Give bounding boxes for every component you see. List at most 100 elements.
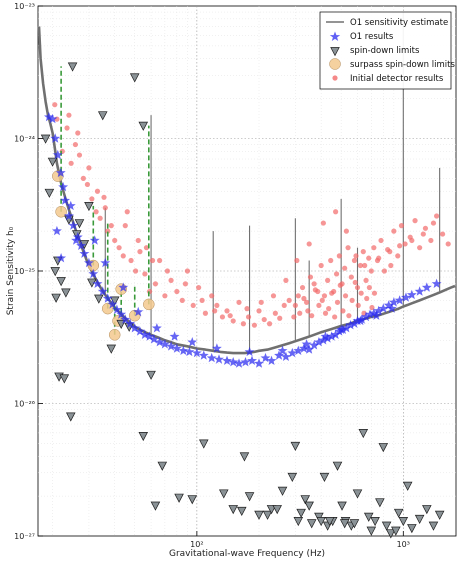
initial-detector-point [363, 277, 369, 283]
spin-down-point [386, 529, 396, 539]
o1-result-point [184, 346, 195, 357]
spin-down-point [65, 412, 76, 422]
o1-result-point [361, 311, 371, 322]
spin-down-point [72, 230, 82, 240]
initial-detector-point [89, 196, 95, 202]
surpass-point [55, 206, 67, 218]
spin-down-point [272, 505, 282, 515]
o1-result-point [386, 303, 397, 313]
initial-detector-point [236, 299, 242, 305]
initial-detector-point [299, 284, 306, 291]
o1-result-point [71, 235, 81, 245]
spin-down-point [296, 508, 306, 518]
initial-detector-point [291, 314, 297, 320]
o1-result-point [277, 345, 288, 355]
x-tick-label: 10² [190, 540, 203, 549]
initial-detector-point [137, 249, 143, 255]
spin-down-point [266, 505, 277, 515]
spin-down-point [407, 524, 417, 534]
spin-down-point [422, 505, 432, 515]
initial-detector-point [430, 220, 437, 226]
initial-detector-point [283, 277, 289, 283]
spin-down-point [84, 202, 94, 212]
initial-detector-point [124, 209, 130, 215]
o1-result-point [133, 306, 144, 317]
initial-detector-point [209, 293, 215, 299]
initial-detector-point [251, 322, 258, 328]
o1-result-point [79, 248, 90, 258]
spin-down-point [254, 510, 264, 520]
legend-label-surpass: surpass spin-down limits [350, 60, 455, 70]
initial-detector-point [72, 141, 79, 148]
o1-result-point [326, 331, 337, 341]
spin-down-point [378, 443, 389, 453]
initial-detector-point [101, 194, 107, 200]
initial-detector-point [342, 265, 348, 271]
o1-result-point [401, 292, 411, 302]
o1-result-point [371, 310, 382, 320]
initial-detector-point [149, 257, 156, 264]
o1-result-point [47, 113, 58, 124]
spin-down-point [332, 461, 343, 471]
o1-result-point [254, 358, 264, 368]
initial-detector-point [219, 314, 226, 320]
initial-detector-point [409, 237, 415, 244]
spin-down-point [428, 521, 439, 531]
initial-detector-point [199, 297, 205, 303]
spin-down-point [352, 489, 363, 499]
spin-down-point [146, 370, 156, 380]
o1-result-point [97, 286, 108, 296]
spin-down-point [370, 517, 380, 527]
spin-down-point [402, 481, 413, 491]
spin-down-point [56, 277, 66, 287]
initial-detector-point [395, 253, 401, 259]
o1-result-points [44, 111, 442, 368]
o1-result-point [50, 133, 61, 143]
initial-detector-point [190, 302, 196, 309]
o1-result-point [240, 357, 251, 367]
y-axis-label: Strain Sensitivity h₀ [6, 226, 16, 315]
legend-star-icon [329, 31, 341, 41]
initial-detector-point [52, 102, 58, 108]
initial-detector-point [355, 302, 361, 309]
o1-result-point [112, 304, 122, 314]
initial-detector-point [281, 302, 287, 309]
spin-down-point [59, 374, 70, 384]
o1-result-point [55, 167, 66, 178]
o1-result-point [406, 289, 417, 300]
initial-detector-point [368, 268, 374, 274]
initial-detector-point [354, 284, 361, 291]
o1-result-point [116, 309, 127, 319]
initial-detector-point [270, 293, 277, 299]
initial-detector-point [371, 245, 377, 251]
initial-detector-point [224, 308, 230, 314]
initial-detector-point [311, 281, 317, 287]
initial-detector-point [434, 213, 440, 219]
initial-detector-point [230, 318, 236, 324]
initial-detector-point [306, 241, 312, 247]
initial-detector-point [397, 243, 403, 249]
initial-detector-point [332, 314, 338, 320]
surpass-point [143, 298, 155, 311]
initial-detector-point [381, 268, 388, 274]
spin-down-point [218, 489, 229, 499]
o1-result-point [287, 347, 298, 358]
initial-detector-point [133, 268, 139, 274]
o1-result-point [129, 323, 140, 333]
o1-result-point [178, 345, 189, 355]
initial-detector-point [68, 160, 74, 166]
spin-down-point [198, 439, 209, 449]
o1-result-point [266, 355, 277, 365]
o1-result-point [356, 314, 367, 324]
o1-result-point [206, 352, 217, 363]
initial-detector-point [122, 223, 128, 229]
initial-detector-point [412, 218, 418, 224]
initial-detector-point [295, 293, 301, 299]
initial-detector-point [343, 228, 349, 234]
o1-result-point [330, 329, 341, 339]
initial-detector-point [353, 253, 359, 259]
o1-result-point [345, 320, 356, 330]
o1-result-point [234, 358, 244, 368]
initial-detector-point [202, 310, 209, 316]
